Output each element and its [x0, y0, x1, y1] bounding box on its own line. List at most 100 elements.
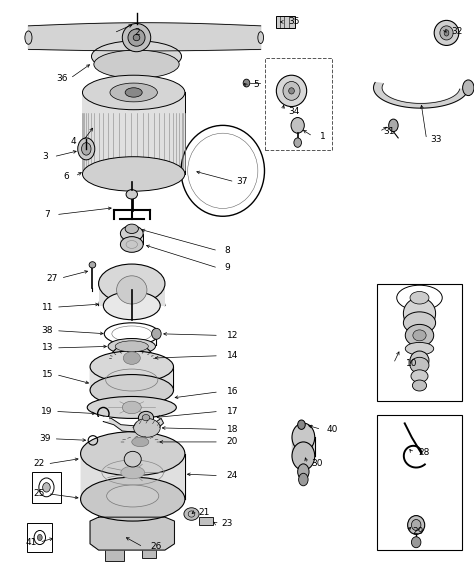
Text: 6: 6 [64, 172, 69, 181]
Ellipse shape [299, 473, 308, 486]
Bar [142, 549, 156, 558]
Ellipse shape [440, 26, 453, 40]
Text: 4: 4 [71, 137, 76, 145]
Ellipse shape [408, 515, 425, 534]
Ellipse shape [294, 138, 301, 148]
Ellipse shape [444, 30, 449, 36]
Text: 9: 9 [225, 264, 230, 272]
Text: 37: 37 [236, 177, 247, 186]
Ellipse shape [298, 420, 305, 430]
Ellipse shape [78, 138, 95, 160]
Text: 24: 24 [227, 471, 238, 480]
Ellipse shape [110, 83, 157, 102]
Bar [82, 93, 185, 174]
Text: 29: 29 [412, 527, 424, 536]
Bar [377, 284, 462, 401]
Bar [292, 437, 315, 456]
Text: 11: 11 [42, 303, 53, 312]
Ellipse shape [124, 451, 141, 467]
Text: 31: 31 [383, 127, 394, 136]
Polygon shape [28, 23, 261, 51]
Ellipse shape [283, 81, 300, 100]
Ellipse shape [276, 76, 307, 106]
Text: 14: 14 [227, 351, 238, 360]
Ellipse shape [410, 358, 429, 373]
Ellipse shape [94, 50, 179, 78]
Polygon shape [374, 82, 468, 108]
Text: 2: 2 [135, 29, 140, 37]
Ellipse shape [90, 375, 173, 406]
Text: 35: 35 [288, 17, 300, 26]
Ellipse shape [410, 351, 429, 370]
Ellipse shape [298, 464, 309, 479]
Text: 7: 7 [45, 210, 50, 219]
Ellipse shape [403, 298, 436, 329]
Text: 21: 21 [198, 508, 210, 517]
Text: 34: 34 [288, 107, 300, 116]
Ellipse shape [103, 292, 160, 320]
Ellipse shape [410, 292, 429, 304]
Ellipse shape [87, 396, 176, 419]
Text: 22: 22 [33, 459, 45, 468]
Bar [99, 284, 165, 305]
Ellipse shape [123, 352, 140, 364]
Ellipse shape [89, 262, 96, 268]
Ellipse shape [125, 224, 138, 233]
Ellipse shape [184, 508, 199, 521]
Ellipse shape [108, 339, 155, 354]
Ellipse shape [292, 423, 315, 451]
Text: 32: 32 [452, 27, 463, 36]
Text: 19: 19 [41, 407, 52, 416]
Ellipse shape [405, 343, 434, 355]
Ellipse shape [397, 285, 442, 310]
Ellipse shape [403, 312, 436, 334]
Bar [403, 313, 436, 323]
Ellipse shape [37, 534, 42, 541]
Ellipse shape [292, 442, 315, 470]
Ellipse shape [81, 432, 185, 476]
Ellipse shape [82, 142, 91, 155]
Ellipse shape [405, 324, 434, 346]
Text: 13: 13 [42, 343, 53, 352]
Ellipse shape [25, 31, 32, 44]
Bar [120, 233, 143, 244]
Ellipse shape [411, 537, 421, 548]
Ellipse shape [413, 330, 426, 341]
Ellipse shape [120, 226, 143, 241]
Ellipse shape [291, 117, 304, 133]
Text: 16: 16 [227, 387, 238, 396]
Bar [32, 472, 61, 503]
Ellipse shape [134, 419, 160, 437]
Ellipse shape [243, 79, 250, 87]
Ellipse shape [128, 29, 145, 46]
Text: 41: 41 [25, 538, 36, 547]
Text: 27: 27 [46, 273, 58, 283]
Ellipse shape [82, 76, 185, 110]
Ellipse shape [138, 411, 154, 424]
Text: 36: 36 [56, 74, 67, 83]
Text: 5: 5 [253, 80, 259, 89]
Ellipse shape [258, 31, 264, 43]
Polygon shape [103, 417, 164, 432]
Text: 25: 25 [33, 489, 45, 498]
Text: 20: 20 [227, 438, 238, 446]
Ellipse shape [43, 483, 50, 492]
Ellipse shape [133, 34, 140, 41]
Text: 8: 8 [225, 246, 230, 255]
Polygon shape [90, 517, 174, 550]
Ellipse shape [122, 432, 158, 451]
Bar [105, 549, 124, 561]
Ellipse shape [90, 351, 173, 382]
Bar [199, 517, 213, 525]
Ellipse shape [463, 80, 474, 96]
Ellipse shape [117, 276, 147, 304]
Ellipse shape [411, 370, 428, 382]
Text: 28: 28 [419, 448, 430, 458]
Text: 12: 12 [227, 331, 238, 340]
Text: 17: 17 [227, 407, 238, 416]
Ellipse shape [122, 401, 141, 414]
Ellipse shape [107, 485, 159, 507]
Ellipse shape [120, 237, 143, 252]
Ellipse shape [126, 190, 137, 199]
Bar [265, 58, 332, 150]
